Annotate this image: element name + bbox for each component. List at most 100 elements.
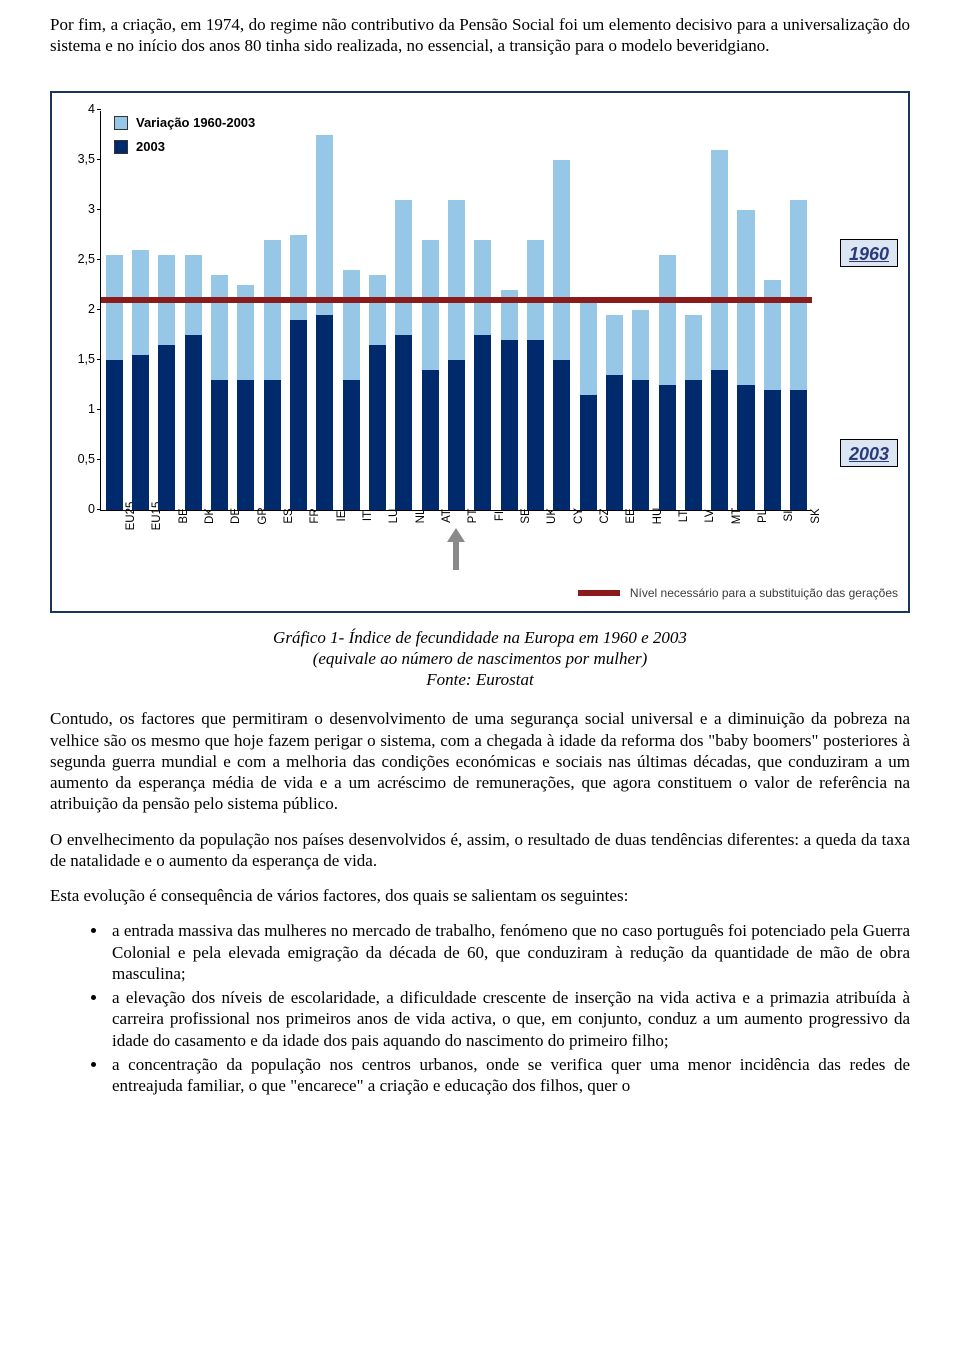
chart-frame: Variação 1960-2003 2003 EU25EU15BEDKDEGR… <box>50 91 910 613</box>
bar-segment-1960 <box>211 275 228 380</box>
bar-stack <box>553 160 570 510</box>
paragraph-factores-intro: Esta evolução é consequência de vários f… <box>50 885 910 906</box>
x-tick-label: LU <box>377 508 391 523</box>
y-tick-mark <box>97 209 101 210</box>
bar-segment-1960 <box>369 275 386 345</box>
bar-slot: CZ <box>575 111 601 510</box>
y-tick-label: 2 <box>88 302 95 318</box>
y-tick-label: 3 <box>88 202 95 218</box>
y-tick-label: 0,5 <box>78 452 95 468</box>
y-tick-mark <box>97 259 101 260</box>
bar-stack <box>764 280 781 510</box>
bar-stack <box>369 275 386 510</box>
y-tick-mark <box>97 409 101 410</box>
bar-slot: HU <box>628 111 654 510</box>
x-tick-label: CZ <box>588 508 602 523</box>
caption-line-2: (equivale ao número de nascimentos por m… <box>50 648 910 669</box>
bar-segment-2003 <box>606 375 623 510</box>
bar-segment-1960 <box>316 135 333 315</box>
x-tick-label: PT <box>456 508 470 523</box>
bar-slot: MT <box>707 111 733 510</box>
bar-segment-2003 <box>737 385 754 510</box>
y-tick-mark <box>97 109 101 110</box>
bar-stack <box>211 275 228 510</box>
bar-segment-2003 <box>369 345 386 510</box>
x-tick-label: DK <box>193 508 207 524</box>
y-tick-mark <box>97 509 101 510</box>
bar-segment-2003 <box>580 395 597 510</box>
bar-segment-1960 <box>264 240 281 380</box>
caption-line-3: Fonte: Eurostat <box>50 669 910 690</box>
bar-segment-2003 <box>790 390 807 510</box>
bar-slot: PT <box>443 111 469 510</box>
bar-stack <box>501 290 518 510</box>
pt-arrow-icon <box>445 528 467 570</box>
bar-segment-2003 <box>527 340 544 510</box>
chart-caption: Gráfico 1- Índice de fecundidade na Euro… <box>50 627 910 691</box>
x-tick-label: CY <box>562 508 576 524</box>
bar-slot: LT <box>654 111 680 510</box>
x-tick-label: EU15 <box>140 501 154 530</box>
x-tick-label: DE <box>219 508 233 524</box>
bar-stack <box>264 240 281 510</box>
bar-slot: IE <box>312 111 338 510</box>
x-tick-label: FI <box>483 510 497 520</box>
bar-stack <box>737 210 754 510</box>
legend-swatch-2003 <box>114 140 128 154</box>
bar-stack <box>106 255 123 510</box>
y-tick-mark <box>97 459 101 460</box>
bar-stack <box>395 200 412 510</box>
footnote-line-sample <box>578 590 620 596</box>
bar-stack <box>659 255 676 510</box>
legend-label-2003: 2003 <box>136 139 165 155</box>
bar-segment-2003 <box>343 380 360 510</box>
bar-segment-2003 <box>158 345 175 510</box>
bar-segment-2003 <box>711 370 728 510</box>
bar-segment-1960 <box>185 255 202 335</box>
x-tick-label: PL <box>746 508 760 522</box>
bar-segment-1960 <box>395 200 412 335</box>
bar-slot: EE <box>601 111 627 510</box>
bar-segment-2003 <box>264 380 281 510</box>
replacement-level-line <box>101 297 812 303</box>
x-tick-label: IE <box>325 510 339 521</box>
y-tick-label: 0 <box>88 502 95 518</box>
bar-segment-2003 <box>501 340 518 510</box>
bar-slot: NL <box>391 111 417 510</box>
list-item: a concentração da população nos centros … <box>108 1054 910 1097</box>
bar-segment-1960 <box>632 310 649 380</box>
bar-stack <box>685 315 702 510</box>
bar-slot: GR <box>233 111 259 510</box>
bar-stack <box>580 300 597 510</box>
bar-segment-2003 <box>237 380 254 510</box>
x-tick-label: BE <box>167 508 181 523</box>
x-tick-label: AT <box>430 509 444 523</box>
bar-segment-2003 <box>290 320 307 510</box>
x-tick-label: EU25 <box>114 501 128 530</box>
bar-segment-2003 <box>132 355 149 510</box>
side-label-2003: 2003 <box>840 439 898 468</box>
bar-stack <box>448 200 465 510</box>
bar-stack <box>237 285 254 510</box>
bar-slot: AT <box>417 111 443 510</box>
side-label-1960: 1960 <box>840 239 898 268</box>
bar-slot: ES <box>259 111 285 510</box>
bar-segment-1960 <box>606 315 623 375</box>
bar-segment-2003 <box>395 335 412 510</box>
bar-stack <box>343 270 360 510</box>
y-tick-label: 1 <box>88 402 95 418</box>
bar-segment-1960 <box>290 235 307 320</box>
bar-segment-1960 <box>580 300 597 395</box>
bar-segment-2003 <box>422 370 439 510</box>
bar-slot: EU25 <box>101 111 127 510</box>
bar-segment-2003 <box>185 335 202 510</box>
bar-slot: DK <box>180 111 206 510</box>
paragraph-intro: Por fim, a criação, em 1974, do regime n… <box>50 14 910 57</box>
y-tick-label: 1,5 <box>78 352 95 368</box>
bar-stack <box>474 240 491 510</box>
bar-slot: FR <box>285 111 311 510</box>
bar-segment-1960 <box>790 200 807 390</box>
chart-plot-area: EU25EU15BEDKDEGRESFRIEITLUNLATPTFISEUKCY… <box>100 111 812 511</box>
bar-segment-2003 <box>106 360 123 510</box>
x-tick-label: SE <box>509 508 523 523</box>
